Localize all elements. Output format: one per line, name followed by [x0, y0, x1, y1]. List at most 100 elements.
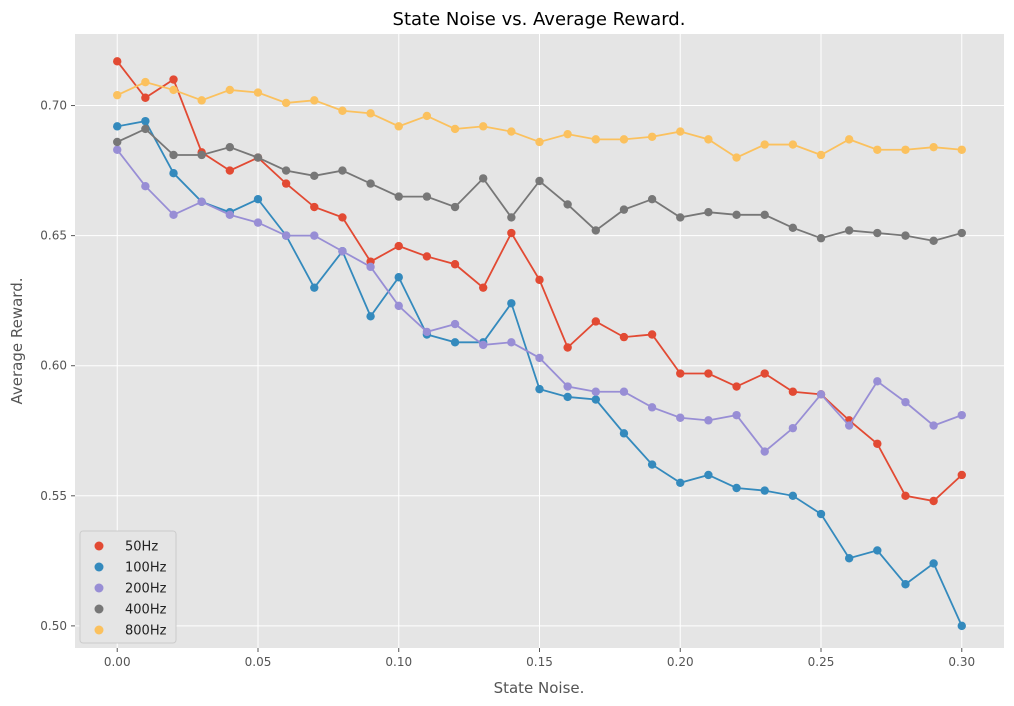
data-point-100hz [844, 554, 854, 563]
data-point-200hz [704, 416, 713, 425]
data-point-100hz [788, 491, 798, 501]
data-point-400hz [422, 192, 432, 201]
data-point-50hz [310, 202, 319, 212]
data-point-800hz [591, 135, 601, 144]
data-point-800hz [366, 109, 375, 118]
legend-frame [79, 530, 177, 644]
data-point-100hz [873, 546, 882, 555]
data-point-400hz [394, 192, 403, 201]
data-point-100hz [535, 384, 544, 394]
data-point-400hz [619, 205, 629, 214]
data-point-200hz [563, 382, 572, 391]
y-tick-label: 0.60 [40, 359, 67, 373]
data-point-50hz [704, 369, 713, 378]
data-point-100hz [647, 460, 657, 469]
legend-marker [94, 625, 104, 635]
data-point-800hz [929, 142, 938, 152]
data-point-200hz [197, 197, 206, 207]
data-point-800hz [535, 137, 544, 147]
data-point-50hz [169, 75, 178, 84]
data-point-100hz [760, 486, 769, 495]
y-tick-label: 0.65 [40, 229, 67, 243]
data-point-400hz [563, 200, 572, 209]
x-tick-label: 0.20 [667, 655, 694, 669]
data-point-200hz [676, 413, 685, 422]
data-point-400hz [366, 179, 375, 188]
data-point-800hz [957, 145, 966, 154]
data-point-400hz [113, 137, 122, 147]
data-point-200hz [281, 231, 291, 240]
data-point-100hz [310, 283, 319, 292]
data-point-800hz [281, 98, 291, 108]
data-point-100hz [901, 580, 910, 589]
data-point-400hz [591, 226, 601, 235]
data-point-100hz [619, 429, 629, 438]
data-point-800hz [478, 122, 488, 131]
data-point-400hz [281, 166, 291, 175]
data-point-800hz [647, 132, 657, 141]
legend-label: 200Hz [125, 582, 167, 597]
data-point-50hz [563, 343, 572, 352]
legend-label: 50Hz [125, 540, 158, 555]
data-point-200hz [760, 447, 769, 456]
data-point-100hz [253, 195, 263, 204]
data-point-400hz [197, 150, 206, 160]
x-tick-label: 0.10 [385, 655, 412, 669]
series-400hz [113, 124, 966, 246]
data-point-200hz [310, 231, 319, 240]
x-tick-label: 0.05 [245, 655, 272, 669]
data-point-50hz [225, 166, 235, 175]
data-point-200hz [957, 410, 966, 420]
data-point-100hz [929, 559, 938, 568]
x-tick-label: 0.15 [526, 655, 553, 669]
data-point-50hz [591, 317, 601, 326]
data-point-400hz [169, 150, 178, 160]
data-point-100hz [591, 395, 601, 404]
data-point-100hz [563, 392, 572, 402]
x-axis-label: State Noise. [494, 679, 585, 697]
data-point-100hz [704, 470, 713, 480]
data-point-200hz [141, 181, 150, 191]
data-point-800hz [169, 85, 178, 95]
data-point-200hz [450, 319, 460, 329]
data-point-100hz [676, 478, 685, 487]
data-point-50hz [676, 369, 685, 378]
data-point-800hz [338, 106, 347, 115]
data-point-50hz [450, 260, 460, 269]
data-point-800hz [732, 153, 741, 162]
data-point-800hz [760, 140, 769, 149]
data-point-800hz [704, 135, 713, 144]
data-point-50hz [873, 439, 882, 448]
data-point-50hz [281, 179, 291, 188]
data-point-50hz [760, 369, 769, 378]
data-point-100hz [113, 122, 122, 131]
data-point-800hz [422, 111, 432, 121]
data-point-800hz [253, 88, 263, 97]
data-point-800hz [113, 90, 122, 100]
data-point-200hz [478, 340, 488, 350]
data-point-200hz [225, 210, 235, 220]
legend-marker [94, 541, 104, 551]
data-point-200hz [169, 210, 178, 220]
data-point-400hz [225, 142, 235, 152]
data-point-400hz [816, 234, 826, 243]
legend-marker [94, 583, 104, 593]
data-point-200hz [366, 262, 375, 272]
data-point-50hz [901, 491, 910, 501]
data-point-400hz [901, 231, 910, 240]
data-point-800hz [141, 77, 150, 87]
x-tick-label: 0.25 [808, 655, 835, 669]
data-point-200hz [338, 247, 347, 256]
legend-marker [94, 562, 104, 572]
data-point-800hz [563, 129, 572, 139]
data-point-800hz [816, 150, 826, 160]
data-point-400hz [338, 166, 347, 175]
data-point-50hz [957, 470, 966, 480]
x-tick-label: 0.00 [104, 655, 131, 669]
data-point-400hz [929, 236, 938, 246]
data-point-50hz [535, 275, 544, 285]
data-point-100hz [816, 509, 826, 519]
data-point-100hz [366, 312, 375, 321]
data-point-200hz [253, 218, 263, 227]
